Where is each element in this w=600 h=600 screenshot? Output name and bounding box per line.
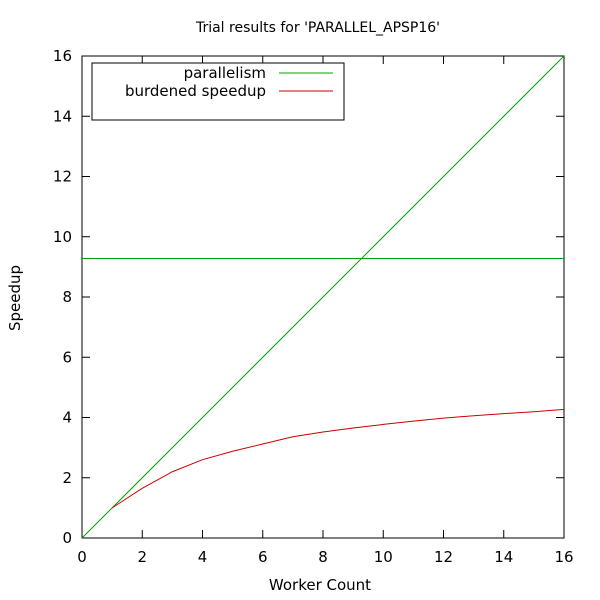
y-tick-label: 16 [53,47,72,65]
legend-label-parallelism: parallelism [184,64,266,82]
legend: parallelism burdened speedup [91,62,345,121]
x-tick-label: 8 [318,548,328,566]
y-tick-label: 4 [62,409,72,427]
series-line-burdened-speedup [111,408,565,509]
y-axis-label: Speedup [6,265,24,331]
y-tick-label: 12 [53,168,72,186]
series-line-parallelism [81,55,565,539]
chart-title: Trial results for 'PARALLEL_APSP16' [195,20,440,36]
y-tick-label: 6 [62,348,72,366]
series-layer [81,55,565,539]
y-axis: 0 2 4 6 8 10 12 14 16 [53,47,564,547]
legend-label-burdened-speedup: burdened speedup [125,82,266,100]
x-tick-label: 14 [494,548,513,566]
y-tick-label: 8 [62,288,72,306]
x-axis: 0 2 4 6 8 10 12 14 16 [77,56,574,566]
y-tick-label: 10 [53,228,72,246]
x-tick-label: 2 [137,548,147,566]
x-tick-label: 16 [554,548,573,566]
x-tick-label: 6 [258,548,268,566]
x-axis-label: Worker Count [269,576,371,594]
x-tick-label: 0 [77,548,87,566]
y-tick-label: 0 [62,529,72,547]
y-tick-label: 2 [62,469,72,487]
x-tick-label: 12 [434,548,453,566]
x-tick-label: 10 [374,548,393,566]
y-tick-label: 14 [53,107,72,125]
x-tick-label: 4 [198,548,208,566]
